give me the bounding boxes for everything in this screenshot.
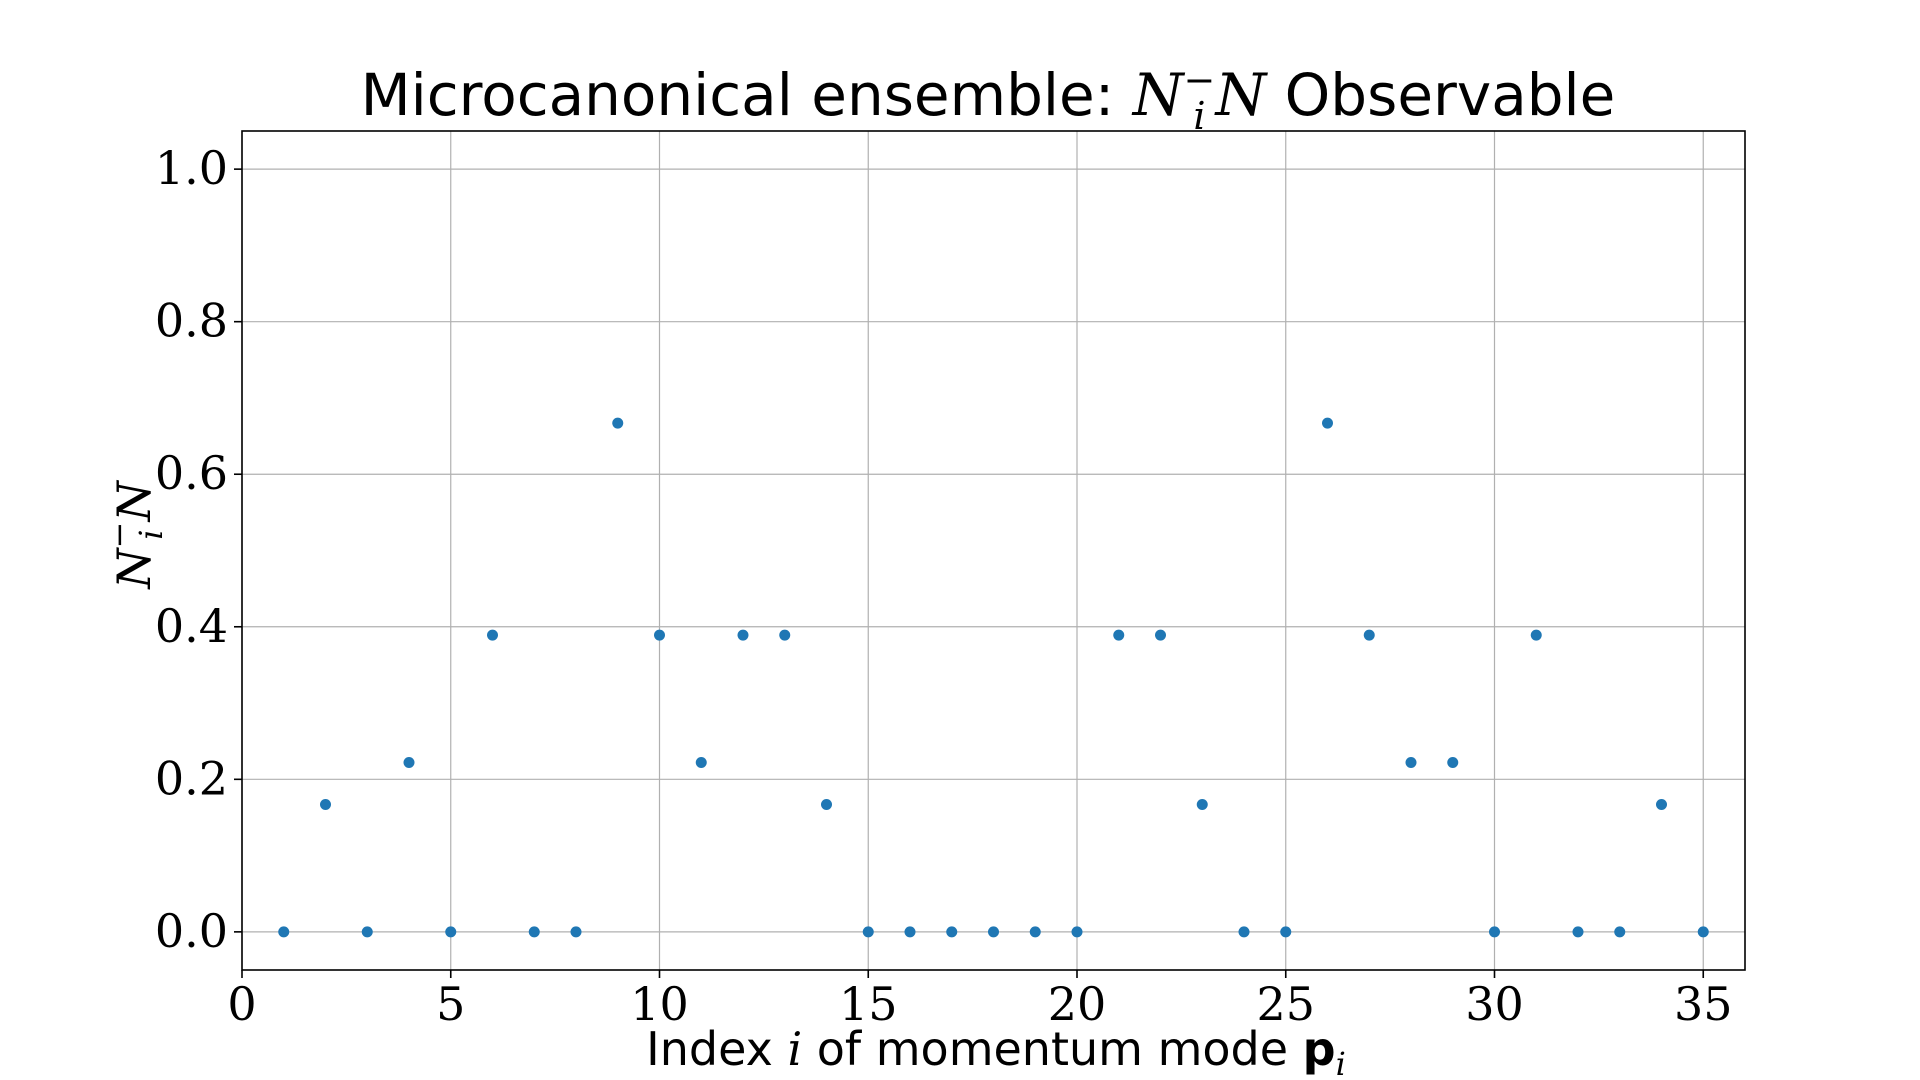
xlabel-var: i — [787, 1022, 802, 1076]
x-tick-label: 10 — [630, 977, 689, 1031]
x-axis-ticks: 0 5 10 15 20 25 30 35 — [227, 970, 1733, 1031]
data-point — [320, 798, 331, 810]
x-axis-label: Index i of momentum mode pi — [646, 1022, 1346, 1080]
data-point — [821, 798, 832, 810]
data-point — [570, 926, 582, 938]
title-math-sup: − — [1183, 58, 1215, 102]
data-point — [403, 757, 415, 769]
x-tick-label: 30 — [1465, 977, 1524, 1031]
ylabel-tail: N — [107, 479, 161, 522]
data-point — [988, 926, 999, 938]
data-point — [904, 926, 916, 938]
data-point — [278, 926, 290, 938]
x-tick-label: 20 — [1048, 977, 1107, 1031]
title-math-base: N — [1131, 61, 1186, 129]
data-point — [946, 926, 958, 938]
y-tick-label: 1.0 — [155, 141, 228, 195]
title-math-tail: N — [1213, 61, 1268, 129]
data-points — [278, 417, 1709, 938]
x-tick-label: 35 — [1674, 977, 1733, 1031]
data-point — [1322, 417, 1333, 429]
y-axis-label: N−iN — [100, 479, 170, 589]
data-point — [1280, 926, 1292, 938]
grid-lines — [241, 131, 1745, 970]
data-point — [1447, 757, 1459, 769]
y-tick-label: 0.8 — [155, 294, 228, 348]
data-point — [1656, 798, 1667, 810]
data-point — [1196, 798, 1208, 810]
data-point — [1029, 926, 1041, 938]
data-point — [1697, 926, 1709, 938]
title-suffix: Observable — [1266, 61, 1615, 129]
data-point — [612, 417, 624, 429]
data-point — [1113, 629, 1125, 641]
data-point — [737, 629, 749, 641]
xlabel-bold-var: p — [1303, 1022, 1336, 1076]
x-tick-label: 0 — [227, 977, 256, 1031]
data-point — [1071, 926, 1083, 938]
y-tick-label: 0.6 — [155, 446, 228, 500]
data-point — [528, 926, 540, 938]
xlabel-middle: of momentum mode — [802, 1022, 1303, 1076]
ylabel-sub: i — [132, 529, 170, 539]
ylabel-base: N — [107, 547, 161, 590]
y-tick-label: 0.4 — [155, 599, 228, 653]
y-tick-label: 0.2 — [155, 751, 228, 805]
data-point — [654, 629, 665, 641]
ylabel-sup: − — [100, 522, 138, 549]
data-point — [695, 757, 707, 769]
data-point — [1530, 629, 1542, 641]
title-prefix: Microcanonical ensemble: — [361, 61, 1133, 129]
data-point — [862, 926, 874, 938]
data-point — [445, 926, 457, 938]
y-axis-ticks: 0.0 0.2 0.4 0.6 0.8 1.0 — [155, 141, 242, 958]
data-point — [1614, 926, 1626, 938]
data-point — [1238, 926, 1250, 938]
data-point — [487, 629, 498, 641]
chart-title: Microcanonical ensemble: N− i N Observable — [361, 58, 1616, 138]
xlabel-bold-sub: i — [1336, 1045, 1346, 1080]
data-point — [361, 926, 373, 938]
data-point — [1363, 629, 1375, 641]
title-math-sub: i — [1193, 94, 1205, 138]
x-tick-label: 5 — [436, 977, 465, 1031]
x-tick-label: 15 — [839, 977, 898, 1031]
xlabel-prefix: Index — [646, 1022, 787, 1076]
data-point — [1405, 757, 1417, 769]
y-tick-label: 0.0 — [155, 904, 228, 958]
x-tick-label: 25 — [1256, 977, 1315, 1031]
data-point — [1572, 926, 1584, 938]
data-point — [779, 629, 791, 641]
data-point — [1489, 926, 1500, 938]
plot-frame — [241, 130, 1746, 971]
data-point — [1155, 629, 1166, 641]
